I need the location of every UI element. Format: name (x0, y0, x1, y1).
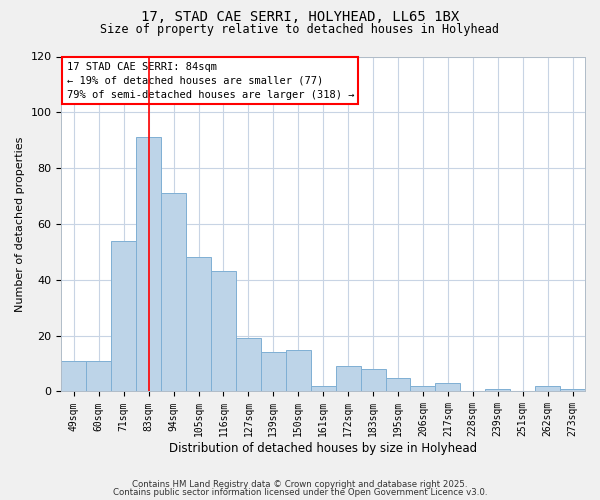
Bar (436, 383, 460, 392)
Bar (286, 350, 311, 392)
Bar (335, 366, 361, 392)
Text: 17, STAD CAE SERRI, HOLYHEAD, LL65 1BX: 17, STAD CAE SERRI, HOLYHEAD, LL65 1BX (141, 10, 459, 24)
Bar (61, 361, 86, 392)
Bar (136, 138, 161, 392)
Y-axis label: Number of detached properties: Number of detached properties (15, 136, 25, 312)
Bar (361, 369, 386, 392)
Text: 17 STAD CAE SERRI: 84sqm
← 19% of detached houses are smaller (77)
79% of semi-d: 17 STAD CAE SERRI: 84sqm ← 19% of detach… (67, 62, 354, 100)
Bar (161, 194, 186, 392)
Text: Contains public sector information licensed under the Open Government Licence v3: Contains public sector information licen… (113, 488, 487, 497)
Bar (311, 386, 335, 392)
Text: Contains HM Land Registry data © Crown copyright and database right 2025.: Contains HM Land Registry data © Crown c… (132, 480, 468, 489)
Bar (261, 352, 286, 392)
Bar (86, 361, 111, 392)
Bar (410, 386, 436, 392)
Bar (236, 338, 261, 392)
Bar (560, 388, 585, 392)
X-axis label: Distribution of detached houses by size in Holyhead: Distribution of detached houses by size … (169, 442, 477, 455)
Text: Size of property relative to detached houses in Holyhead: Size of property relative to detached ho… (101, 22, 499, 36)
Bar (485, 388, 510, 392)
Bar (211, 272, 236, 392)
Bar (186, 258, 211, 392)
Bar (111, 240, 136, 392)
Bar (535, 386, 560, 392)
Bar (386, 378, 410, 392)
